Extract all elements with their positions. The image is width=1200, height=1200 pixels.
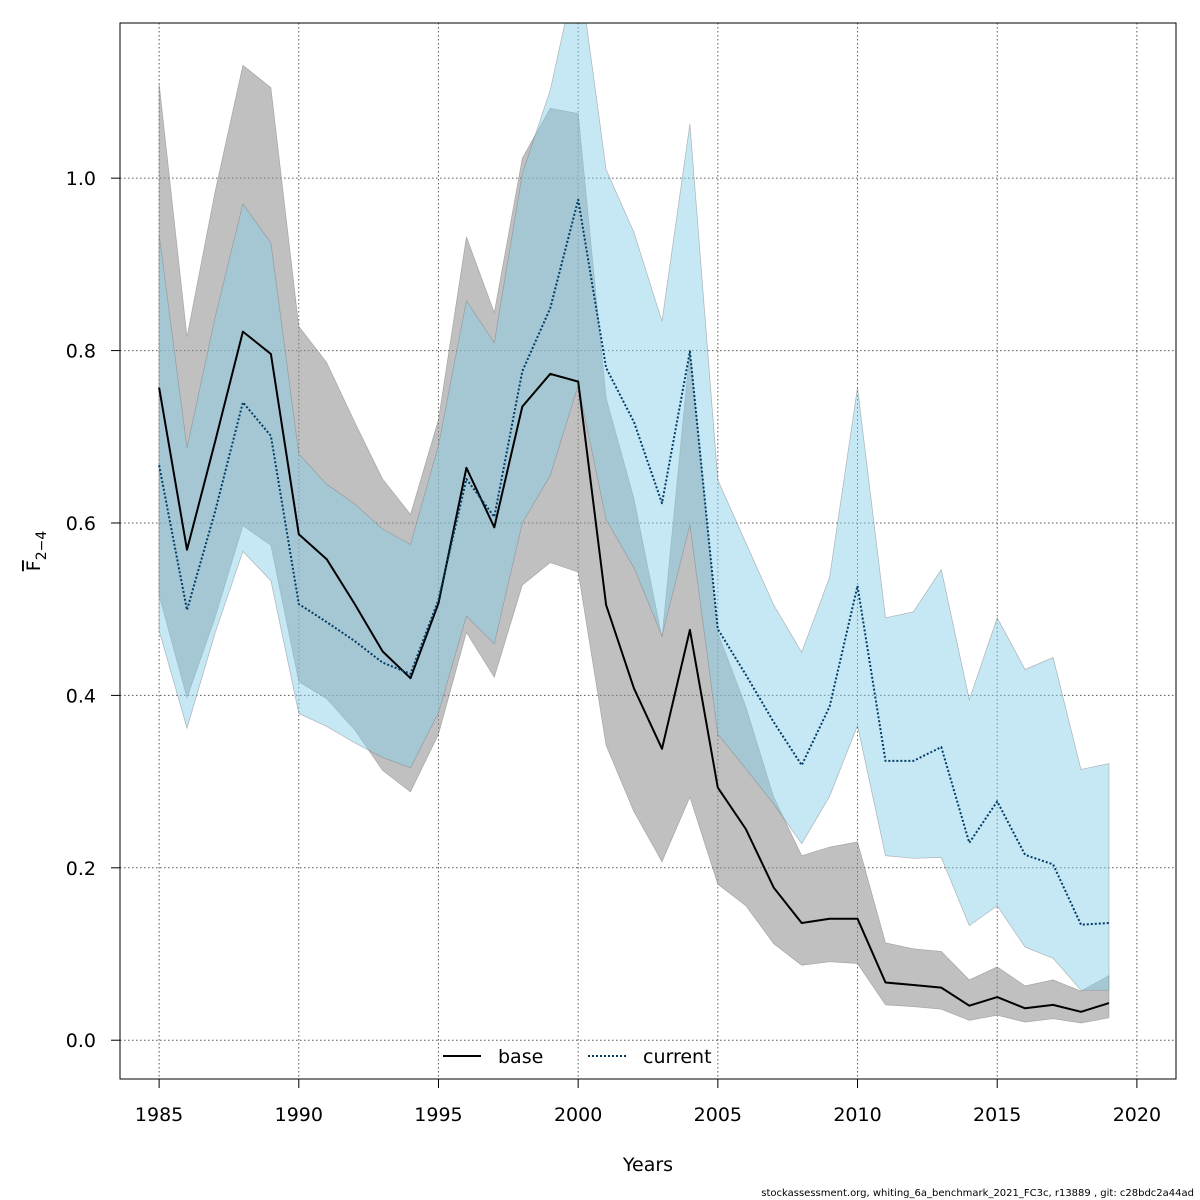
footer-credit: stockassessment.org, whiting_6a_benchmar… (761, 1188, 1194, 1199)
line-base (158, 330, 1110, 1013)
y-tick-label: 0.2 (66, 858, 96, 880)
y-axis-title-main: F (23, 560, 45, 571)
x-axis-title: Years (622, 1154, 673, 1176)
x-tick-label: 1990 (275, 1104, 323, 1126)
x-tick-label: 1985 (135, 1104, 183, 1126)
y-tick-label: 0.0 (66, 1030, 96, 1052)
y-tick-label: 0.8 (66, 341, 96, 363)
band-current (158, 23, 1110, 991)
y-tick-label: 0.6 (66, 513, 96, 535)
x-tick-label: 1995 (414, 1104, 462, 1126)
band-base (158, 64, 1110, 1024)
legend-label-current: current (643, 1046, 712, 1068)
y-axis-title: F2−4 (23, 531, 50, 572)
line-current (158, 198, 1110, 926)
series-lines (158, 198, 1110, 1013)
y-tick-label: 1.0 (66, 168, 96, 190)
axes: 1985 1990 1995 2000 2005 2010 2015 2020 0.0 0.2 0.… (66, 168, 1161, 1126)
x-tick-label: 2005 (694, 1104, 742, 1126)
y-axis-title-subscript: 2−4 (34, 531, 50, 561)
x-tick-label: 2000 (554, 1104, 602, 1126)
x-tick-label: 2020 (1113, 1104, 1161, 1126)
legend-label-base: base (498, 1046, 543, 1068)
x-tick-label: 2015 (973, 1104, 1021, 1126)
y-tick-label: 0.4 (66, 685, 96, 707)
x-tick-label: 2010 (833, 1104, 881, 1126)
legend: base current (443, 1046, 712, 1068)
confidence-bands (158, 23, 1110, 1024)
svg-text:F2−4: F2−4 (23, 531, 50, 572)
